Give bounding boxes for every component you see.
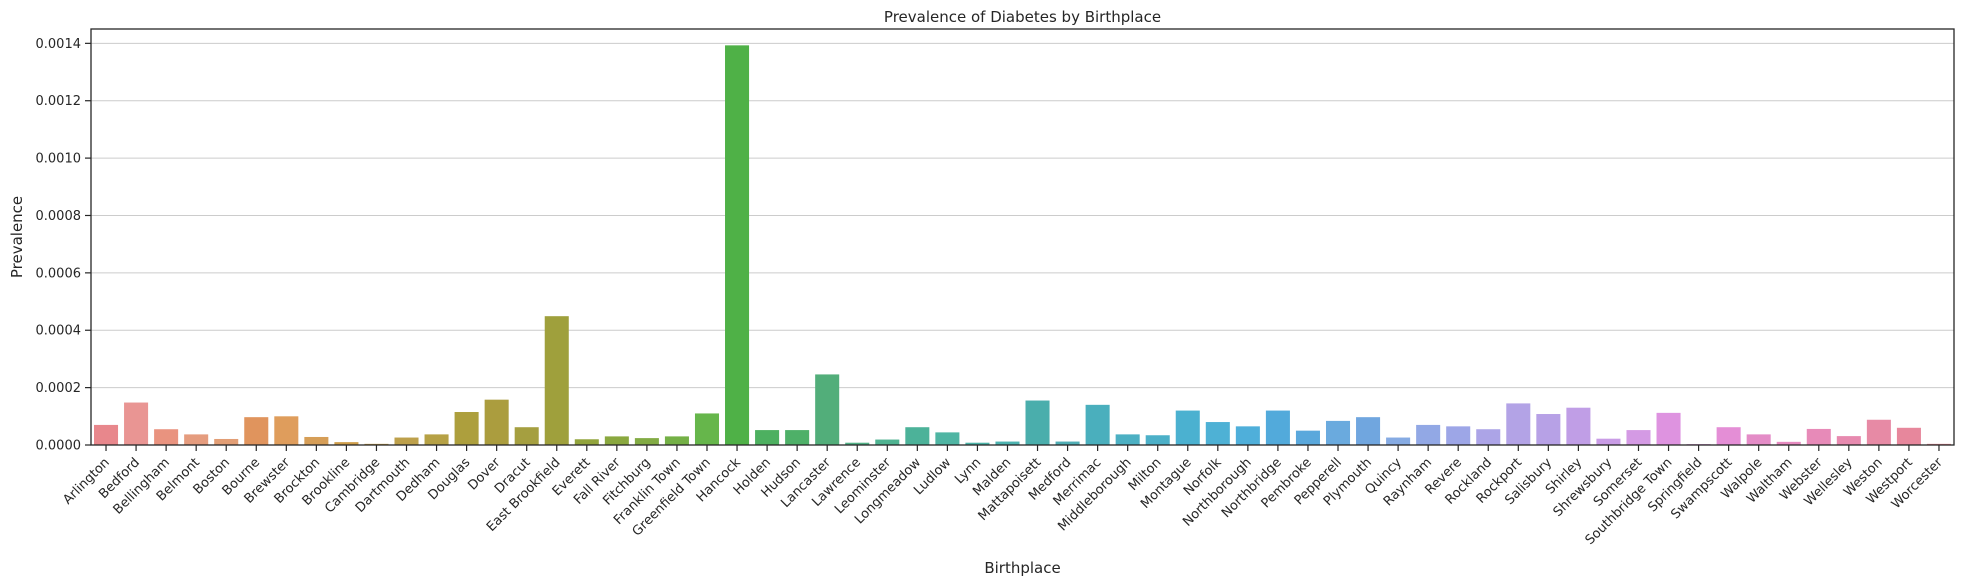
bar (94, 424, 119, 445)
bar (1145, 435, 1170, 445)
bar (1205, 422, 1230, 445)
plot-frame (90, 28, 1955, 446)
y-tick-label: 0.0006 (36, 266, 82, 281)
bar (1085, 404, 1110, 445)
bar (424, 434, 449, 445)
bar (1235, 426, 1260, 445)
bar (1866, 419, 1891, 445)
y-tick-label: 0.0012 (36, 94, 82, 109)
bar (304, 436, 329, 445)
x-axis-ticks: ArlingtonBedfordBellinghamBelmontBostonB… (60, 445, 1946, 548)
bar (1175, 410, 1200, 445)
y-axis-label: Prevalence (8, 196, 26, 278)
bar (1265, 410, 1290, 445)
bar (184, 434, 209, 445)
bar (1896, 427, 1921, 445)
bar (1356, 417, 1381, 445)
y-tick-label: 0.0008 (36, 209, 82, 224)
bar (1055, 441, 1080, 445)
bar (845, 442, 870, 445)
bar (1476, 429, 1501, 445)
bar (965, 442, 990, 445)
bar (935, 432, 960, 445)
y-tick-label: 0.0014 (36, 37, 82, 52)
bar (454, 412, 479, 445)
bar (1806, 428, 1831, 445)
bar (544, 316, 569, 445)
bar (604, 436, 629, 445)
bar (1446, 426, 1471, 445)
bar (1746, 434, 1771, 445)
bar (1596, 438, 1621, 445)
bar (1836, 436, 1861, 445)
bar (1386, 437, 1411, 445)
bar (1566, 407, 1591, 445)
bar (334, 442, 359, 445)
bars (94, 45, 1951, 446)
bar (905, 427, 930, 445)
x-axis-label: Birthplace (984, 559, 1060, 577)
bar (244, 417, 269, 445)
chart-title: Prevalence of Diabetes by Birthplace (884, 8, 1161, 26)
y-tick-label: 0.0004 (36, 324, 82, 339)
bar (574, 439, 599, 445)
bar (634, 438, 659, 445)
bar (1506, 403, 1531, 445)
bar (1656, 412, 1681, 445)
bar (875, 439, 900, 445)
bar (514, 427, 539, 445)
bar (394, 437, 419, 445)
bar (995, 441, 1020, 445)
bar (755, 430, 780, 445)
y-tick-label: 0.0010 (36, 152, 82, 167)
bar (815, 374, 840, 445)
bar (1295, 430, 1320, 445)
bar (274, 416, 299, 445)
y-axis-ticks: 0.0000 0.0002 0.0004 0.0006 0.0008 0.0010 0.00… (36, 37, 91, 454)
bar (725, 45, 750, 446)
y-tick-label: 0.0000 (36, 439, 82, 454)
bar (1025, 400, 1050, 445)
bar (1776, 441, 1801, 445)
bar (785, 430, 810, 445)
bar (1416, 424, 1441, 445)
bar (214, 438, 239, 445)
bar (124, 402, 149, 445)
bar (1115, 434, 1140, 445)
bar (154, 429, 179, 445)
bar (1536, 414, 1561, 445)
bar (1626, 430, 1651, 445)
bar (1716, 427, 1741, 445)
gridlines (91, 42, 1954, 446)
y-tick-label: 0.0002 (36, 381, 82, 396)
bar (484, 399, 509, 445)
bar (694, 413, 720, 445)
bar (1325, 420, 1351, 445)
bar (664, 436, 689, 445)
